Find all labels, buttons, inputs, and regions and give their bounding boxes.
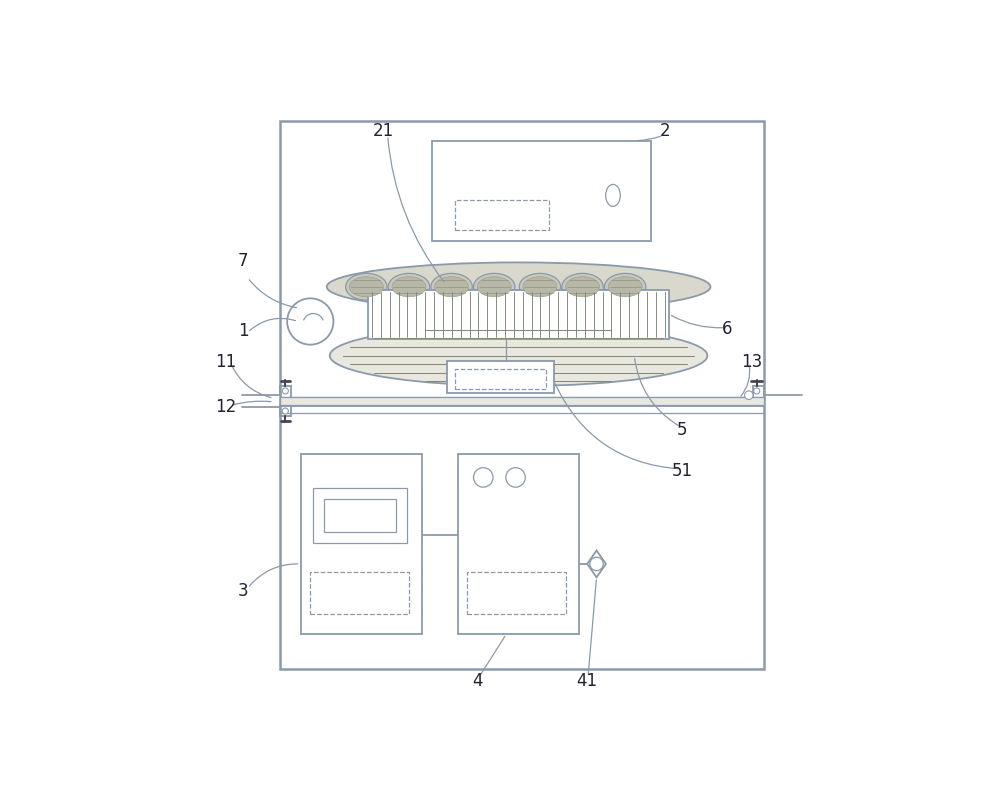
Text: 4: 4 [473,672,483,690]
Ellipse shape [477,277,511,297]
Bar [280,397,764,405]
Bar [455,369,546,389]
Bar [368,290,669,339]
Ellipse shape [327,263,710,311]
Ellipse shape [431,274,472,300]
Bar [447,361,554,393]
Ellipse shape [519,274,561,300]
Ellipse shape [346,274,387,300]
Text: 7: 7 [238,252,249,270]
Bar [455,199,549,230]
Ellipse shape [604,274,646,300]
Circle shape [745,391,753,399]
Bar [467,573,566,614]
Ellipse shape [562,274,603,300]
Ellipse shape [330,325,707,386]
Text: 51: 51 [671,462,692,480]
Circle shape [474,467,493,487]
Ellipse shape [435,277,469,297]
Bar [432,141,651,241]
Text: 1: 1 [238,322,249,340]
Ellipse shape [392,277,426,297]
Ellipse shape [606,184,620,206]
Bar [301,454,422,634]
Ellipse shape [608,277,642,297]
Bar [280,120,764,668]
Circle shape [506,467,525,487]
Polygon shape [587,551,606,577]
Circle shape [282,388,288,394]
Circle shape [282,408,288,414]
Text: 5: 5 [677,421,687,439]
Ellipse shape [388,274,430,300]
Bar [310,573,409,614]
Ellipse shape [566,277,600,297]
Text: 13: 13 [741,353,762,371]
Bar [313,488,407,543]
Text: 21: 21 [373,123,394,141]
Text: 3: 3 [238,582,249,600]
Text: 12: 12 [216,398,237,416]
Ellipse shape [523,277,557,297]
Text: 2: 2 [659,123,670,141]
Ellipse shape [349,277,383,297]
Text: 6: 6 [722,320,732,339]
Circle shape [590,557,603,570]
Circle shape [754,388,760,394]
Bar [458,454,579,634]
Text: 11: 11 [216,353,237,371]
Circle shape [287,298,333,345]
Ellipse shape [474,274,515,300]
Bar [324,499,396,532]
Text: 41: 41 [576,672,597,690]
